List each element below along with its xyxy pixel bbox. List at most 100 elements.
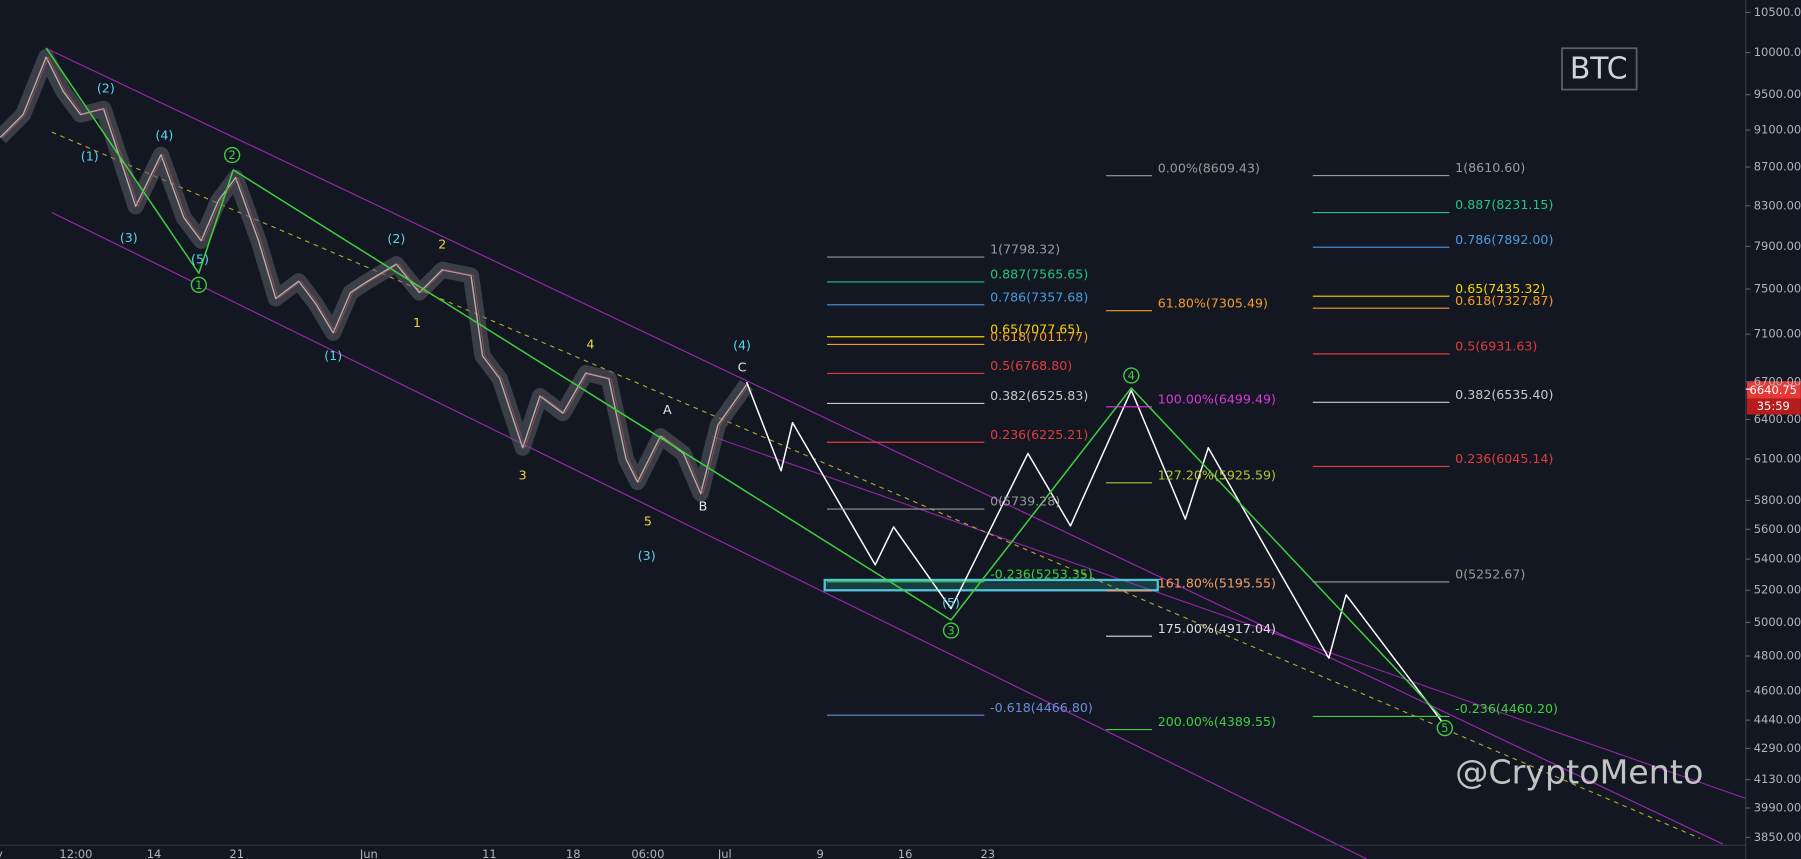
wave-label: 4 [1128, 369, 1135, 383]
y-tick-label: 8700.00 [1754, 160, 1801, 174]
y-tick-label: 7100.00 [1754, 327, 1801, 341]
wave-label: A [663, 402, 672, 417]
wave-label: (3) [638, 548, 656, 563]
watermark: @CryptoMento [1455, 753, 1703, 792]
fib-label: 175.00%(4917.04) [1158, 621, 1276, 636]
x-tick-label: 21 [229, 847, 244, 859]
fib-label: 0.887(7565.65) [990, 267, 1088, 282]
wave-label: 5 [644, 513, 652, 528]
fib-label: -0.236(4460.20) [1455, 701, 1558, 716]
wave-circle [1123, 367, 1140, 384]
channel-line [45, 47, 1723, 845]
y-tick-label: 5200.00 [1754, 583, 1801, 597]
x-tick-label: 23 [980, 847, 995, 859]
x-tick-label: 14 [147, 847, 162, 859]
fib-label: 127.20%(5925.59) [1158, 467, 1276, 482]
wave-label: 1 [413, 315, 421, 330]
y-tick-label: 4440.00 [1754, 713, 1801, 727]
wave-label: 3 [519, 468, 527, 483]
y-tick-label: 5800.00 [1754, 493, 1801, 507]
wave-label: (1) [324, 348, 342, 363]
x-tick-label: 11 [482, 847, 497, 859]
y-tick-label: 4130.00 [1754, 772, 1801, 786]
wave-label: (1) [81, 148, 99, 163]
wave-label: 5 [1441, 721, 1448, 735]
wave-label: B [699, 499, 708, 514]
x-tick-label: 9 [816, 847, 823, 859]
wave-label: 3 [947, 624, 954, 638]
fib-label: 0.786(7892.00) [1455, 232, 1553, 247]
y-tick-label: 7500.00 [1754, 282, 1801, 296]
wave-label: (5) [191, 252, 209, 267]
fib-label: 0.382(6535.40) [1455, 387, 1553, 402]
y-tick-label: 6700.00 [1754, 374, 1801, 388]
projection-path [745, 381, 1442, 722]
y-tick-label: 8300.00 [1754, 198, 1801, 212]
wave-label: (3) [120, 230, 138, 245]
y-tick-label: 10000.00 [1754, 45, 1801, 59]
y-tick-label: 5600.00 [1754, 522, 1801, 536]
channel-line [51, 211, 1368, 859]
wave-label: (4) [155, 128, 173, 143]
fib-label: 0.00%(8609.43) [1158, 160, 1260, 175]
wave-label: 1 [195, 278, 202, 292]
y-tick-label: 7900.00 [1754, 239, 1801, 253]
title-box [1561, 47, 1638, 91]
wave-circle [190, 276, 207, 293]
wave-path [45, 47, 1442, 718]
x-tick-label: 06:00 [631, 847, 664, 859]
wave-label: 4 [586, 337, 594, 352]
fib-label: 0.618(7011.77) [990, 329, 1088, 344]
fib-label: -0.236(5253.35) [990, 566, 1093, 581]
x-tick-label: 12:00 [59, 847, 92, 859]
fib-label: 100.00%(6499.49) [1158, 391, 1276, 406]
wave-label: (4) [733, 338, 751, 353]
x-tick-label: 18 [566, 847, 581, 859]
fib-label: 0(5739.28) [990, 494, 1060, 509]
wave-label: (2) [97, 81, 115, 96]
x-tick-label: Jul [717, 847, 732, 859]
x-tick-label: Jun [359, 847, 378, 859]
fib-label: 0.887(8231.15) [1455, 197, 1553, 212]
wave-circle [223, 146, 241, 164]
fib-label: 0.5(6768.80) [990, 358, 1072, 373]
x-tick-label: May [0, 847, 3, 859]
fib-label: 61.80%(7305.49) [1158, 295, 1268, 310]
wave-circle [942, 622, 960, 639]
y-tick-label: 4600.00 [1754, 684, 1801, 698]
wave-label: 2 [438, 237, 446, 252]
y-tick-label: 5400.00 [1754, 552, 1801, 566]
fib-label: 0.65(7435.32) [1455, 281, 1545, 296]
chart-title: BTC [1570, 52, 1628, 87]
x-tick-label: 16 [898, 847, 913, 859]
y-tick-label: 9100.00 [1754, 123, 1801, 137]
fib-label: 0.786(7357.68) [990, 289, 1088, 304]
y-tick-label: 4290.00 [1754, 741, 1801, 755]
channels [45, 47, 1801, 859]
y-tick-label: 4800.00 [1754, 649, 1801, 663]
fib-label: 0(5252.67) [1455, 567, 1525, 582]
y-tick-label: 10500.00 [1754, 5, 1801, 19]
channel-line [711, 435, 1801, 819]
countdown: 35:59 [1757, 399, 1790, 413]
price-line [0, 56, 748, 495]
y-tick-label: 3990.00 [1754, 800, 1801, 814]
fib-label: 161.80%(5195.55) [1158, 576, 1276, 591]
countdown-tag [1746, 398, 1801, 415]
last-price-tag [1746, 381, 1801, 399]
last-price: 6640.75 [1750, 383, 1797, 397]
fib-label: -0.618(4466.80) [990, 700, 1093, 715]
price-axis [1745, 0, 1801, 859]
fib-label: 1(7798.32) [990, 242, 1060, 257]
price-line-red [2, 56, 750, 495]
fib-label: 0.236(6225.21) [990, 427, 1088, 442]
y-tick-label: 9500.00 [1754, 87, 1801, 101]
y-tick-label: 5000.00 [1754, 615, 1801, 629]
fib-label: 0.236(6045.14) [1455, 451, 1553, 466]
wave-circle [1436, 719, 1453, 737]
y-tick-label: 3850.00 [1754, 830, 1801, 844]
fib-label: 200.00%(4389.55) [1158, 714, 1276, 729]
wave-label: C [738, 360, 747, 375]
